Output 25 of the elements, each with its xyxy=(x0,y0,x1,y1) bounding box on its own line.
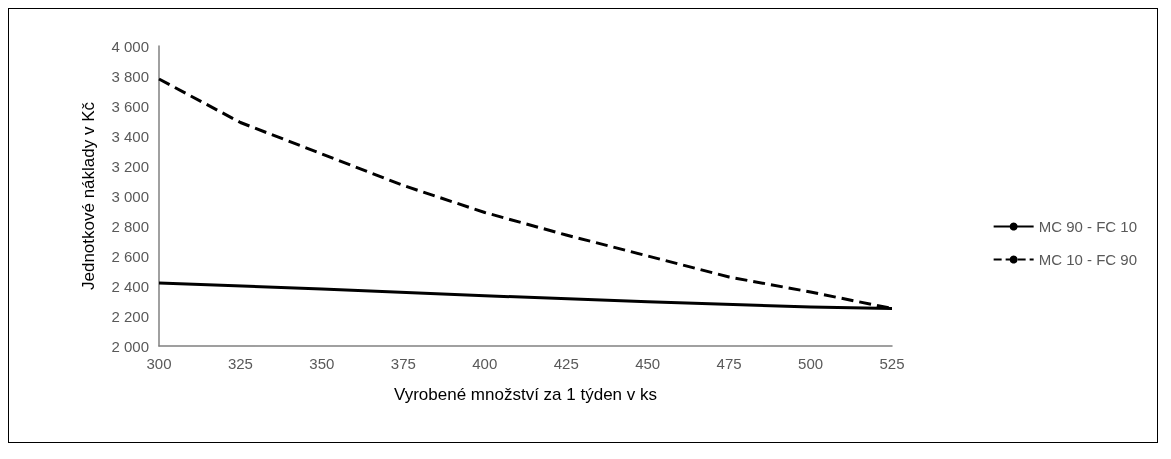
y-tick-label: 3 400 xyxy=(111,127,149,145)
y-tick-label: 3 600 xyxy=(111,97,149,115)
x-tick-label: 325 xyxy=(227,355,253,372)
y-tick-label: 3 200 xyxy=(111,157,149,175)
y-tick-label: 2 400 xyxy=(111,277,149,295)
y-tick-label: 4 000 xyxy=(111,37,149,55)
x-tick-label: 300 xyxy=(146,355,172,372)
x-tick-label: 425 xyxy=(553,355,579,372)
y-tick-label: 2 800 xyxy=(111,217,149,235)
x-tick-label: 350 xyxy=(309,355,335,372)
x-tick-label: 450 xyxy=(635,355,661,372)
x-tick-label: 375 xyxy=(390,355,416,372)
y-tick-label: 3 800 xyxy=(111,67,149,85)
x-axis-title: Vyrobené množství za 1 týden v ks xyxy=(394,385,657,404)
x-tick-label: 400 xyxy=(472,355,498,372)
x-tick-label: 500 xyxy=(798,355,824,372)
x-tick-label: 525 xyxy=(879,355,905,372)
y-tick-label: 3 000 xyxy=(111,187,149,205)
y-tick-label: 2 600 xyxy=(111,247,149,265)
x-tick-label: 475 xyxy=(716,355,742,372)
y-axis-title: Jednotkové náklady v Kč xyxy=(79,101,98,291)
y-tick-label: 2 200 xyxy=(111,307,149,325)
legend-label: MC 10 - FC 90 xyxy=(1038,251,1137,268)
y-tick-label: 2 000 xyxy=(111,337,149,355)
legend-label: MC 90 - FC 10 xyxy=(1038,218,1137,235)
